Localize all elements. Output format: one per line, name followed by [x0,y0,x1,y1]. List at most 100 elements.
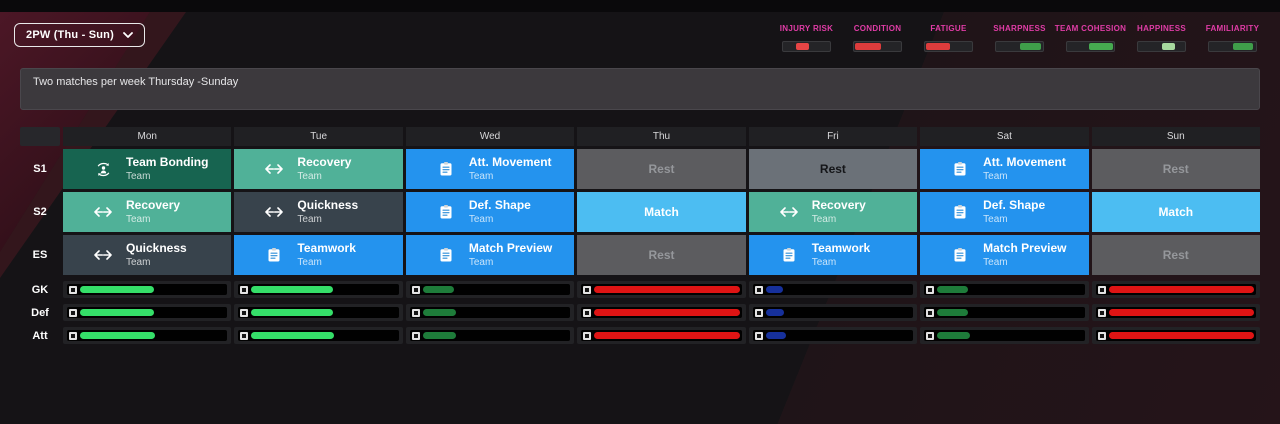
legend-bar [782,41,831,52]
session-subtitle: Team [983,257,1008,268]
session-subtitle: Team [983,171,1008,182]
legend-bar [995,41,1044,52]
session-title: Rest [648,161,675,176]
session-cell-s2-tue[interactable]: Quickness Team [234,192,403,232]
session-cell-s1-sun[interactable]: Rest [1091,149,1260,189]
day-header-mon: Mon [63,127,232,146]
legend-bar [924,41,973,52]
session-cell-s1-wed[interactable]: Att. Movement Team [405,149,575,189]
workload-bar-def-wed [405,304,575,321]
session-cell-s2-wed[interactable]: Def. Shape Team [405,192,575,232]
workload-bar-gk-sat [920,281,1089,298]
schedule-preset-dropdown[interactable]: 2PW (Thu - Sun) [14,23,145,47]
session-title: Rest [819,161,846,176]
legend-bar [1208,41,1257,52]
workload-bar-def-mon [63,304,232,321]
session-subtitle: Team [297,257,322,268]
workload-bar-gk-wed [405,281,575,298]
legend-item-condition: CONDITION [842,24,913,52]
session-subtitle: Team [297,214,322,225]
workload-bar-att-tue [234,327,403,344]
session-cell-es-fri[interactable]: Teamwork Team [748,235,918,275]
workload-bar-def-sun [1091,304,1260,321]
intensity-icon [69,308,77,317]
day-header-tue: Tue [234,127,403,146]
legend-label: TEAM COHESION [1054,24,1127,33]
session-cell-es-mon[interactable]: Quickness Team [63,235,232,275]
session-cell-s1-mon[interactable]: Team Bonding Team [63,149,232,189]
clipboard-icon [436,248,456,262]
intensity-icon [69,331,77,340]
session-title: Rest [648,247,675,262]
schedule-preset-label: 2PW (Thu - Sun) [26,29,114,41]
chevron-down-icon [123,32,133,38]
session-row-label-s1: S1 [33,163,47,175]
legend-item-fatigue: FATIGUE [913,24,984,52]
session-subtitle: Team [811,214,837,225]
grid-corner [20,127,60,146]
session-title: Def. Shape [983,198,1046,212]
intensity-icon [1097,285,1106,294]
session-cell-s2-sat[interactable]: Def. Shape Team [920,192,1089,232]
intensity-icon [926,308,935,317]
session-cell-s2-thu[interactable]: Match [577,192,746,232]
workload-bar-att-mon [63,327,232,344]
intensity-icon [754,308,763,317]
legend-label: CONDITION [853,24,902,33]
session-cell-es-sat[interactable]: Match Preview Team [920,235,1089,275]
intensity-icon [583,285,592,294]
swap-arrows-icon [779,207,799,217]
session-subtitle: Team [468,257,494,268]
session-title: Rest [1162,247,1189,262]
session-title: Match [1158,204,1194,219]
intensity-icon [69,285,77,294]
session-title: Def. Shape [468,198,531,212]
session-cell-s2-sun[interactable]: Match [1091,192,1260,232]
intensity-icon [1097,308,1106,317]
session-subtitle: Team [811,257,837,268]
session-subtitle: Team [983,214,1008,225]
legend-label: FAMILIARITY [1205,24,1260,33]
intensity-icon [411,308,420,317]
session-cell-es-sun[interactable]: Rest [1091,235,1260,275]
session-cell-s1-fri[interactable]: Rest [748,149,918,189]
session-subtitle: Team [468,171,494,182]
swap-arrows-icon [93,207,113,217]
legend-bar [1137,41,1186,52]
legend-label: HAPPINESS [1137,24,1186,33]
session-cell-s1-tue[interactable]: Recovery Team [234,149,403,189]
clipboard-icon [950,162,970,176]
clipboard-icon [950,248,970,262]
session-cell-es-tue[interactable]: Teamwork Team [234,235,403,275]
intensity-icon [240,285,249,294]
session-cell-es-wed[interactable]: Match Preview Team [405,235,575,275]
workload-bar-att-sun [1091,327,1260,344]
session-title: Match Preview [468,241,553,255]
session-title: Recovery [126,198,181,212]
session-title: Recovery [297,155,352,169]
session-cell-s2-fri[interactable]: Recovery Team [748,192,918,232]
session-row-label-es: ES [32,249,48,261]
session-title: Rest [1162,161,1189,176]
intensity-icon [754,331,763,340]
session-cell-s2-mon[interactable]: Recovery Team [63,192,232,232]
session-cell-s1-sat[interactable]: Att. Movement Team [920,149,1089,189]
session-cell-es-thu[interactable]: Rest [577,235,746,275]
session-subtitle: Team [126,257,151,268]
session-title: Teamwork [811,241,871,255]
workload-bar-def-sat [920,304,1089,321]
session-row-label-s2: S2 [33,206,47,218]
day-header-sat: Sat [920,127,1089,146]
session-title: Team Bonding [126,155,209,169]
legend-label: SHARPNESS [993,24,1046,33]
day-header-wed: Wed [405,127,575,146]
workload-bar-gk-tue [234,281,403,298]
clipboard-icon [779,248,799,262]
session-title: Match [644,204,679,219]
intensity-icon [926,331,935,340]
session-cell-s1-thu[interactable]: Rest [577,149,746,189]
training-grid: Mon Tue Wed Thu Fri Sat Sun S1 Team Bond… [20,127,1260,344]
intensity-icon [926,285,935,294]
intensity-icon [411,285,420,294]
